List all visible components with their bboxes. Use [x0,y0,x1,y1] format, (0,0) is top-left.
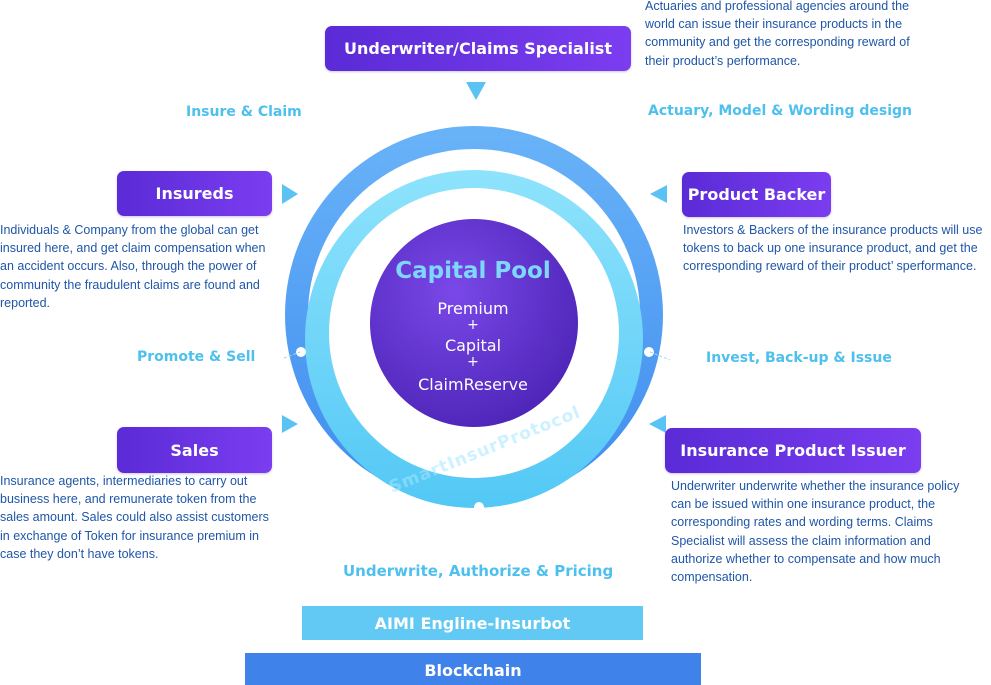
arrow-right-icon [282,184,298,204]
ring-dot [644,347,654,357]
underwriter-description: Actuaries and professional agencies arou… [645,0,910,68]
ring-dot [584,146,594,156]
leader-line [649,351,671,361]
issuer-box: Insurance Product Issuer [665,428,921,473]
ring-dot [474,502,484,512]
sales-description: Insurance agents, intermediaries to carr… [0,474,269,561]
flow-actuary: Actuary, Model & Wording design [648,103,912,119]
flow-underwrite: Underwrite, Authorize & Pricing [343,562,614,580]
sales-box: Sales [117,427,272,473]
flow-insure-claim: Insure & Claim [186,104,302,120]
blockchain-bar: Blockchain [245,653,701,685]
aimi-engine-bar: AIMI Engline-Insurbot [302,606,643,640]
capital-pool-title: Capital Pool [395,258,551,284]
flow-promote-sell: Promote & Sell [137,349,256,365]
arrow-left-icon [649,415,666,433]
pool-line-capital: Capital [444,336,502,355]
pool-line-plus: + [467,317,479,333]
ring-dot [355,144,365,154]
insureds-description: Individuals & Company from the global ca… [0,223,266,310]
pool-line-premium: Premium [437,299,509,318]
arrow-down-icon [466,82,486,100]
underwriter-claims-box: Underwriter/Claims Specialist [325,26,631,71]
product-backer-box: Product Backer [682,172,831,217]
insureds-box: Insureds [117,171,272,216]
capital-pool-circle [370,219,578,427]
product-backer-description: Investors & Backers of the insurance pro… [683,223,983,274]
arrow-left-icon [650,185,667,203]
issuer-description: Underwriter underwrite whether the insur… [671,479,960,585]
arrow-right-icon [282,415,298,433]
flow-invest: Invest, Back-up & Issue [706,350,892,366]
ring-dot [296,347,306,357]
leader-line [283,351,301,359]
pool-line-claimreserve: ClaimReserve [418,375,528,394]
pool-line-plus: + [467,354,479,370]
